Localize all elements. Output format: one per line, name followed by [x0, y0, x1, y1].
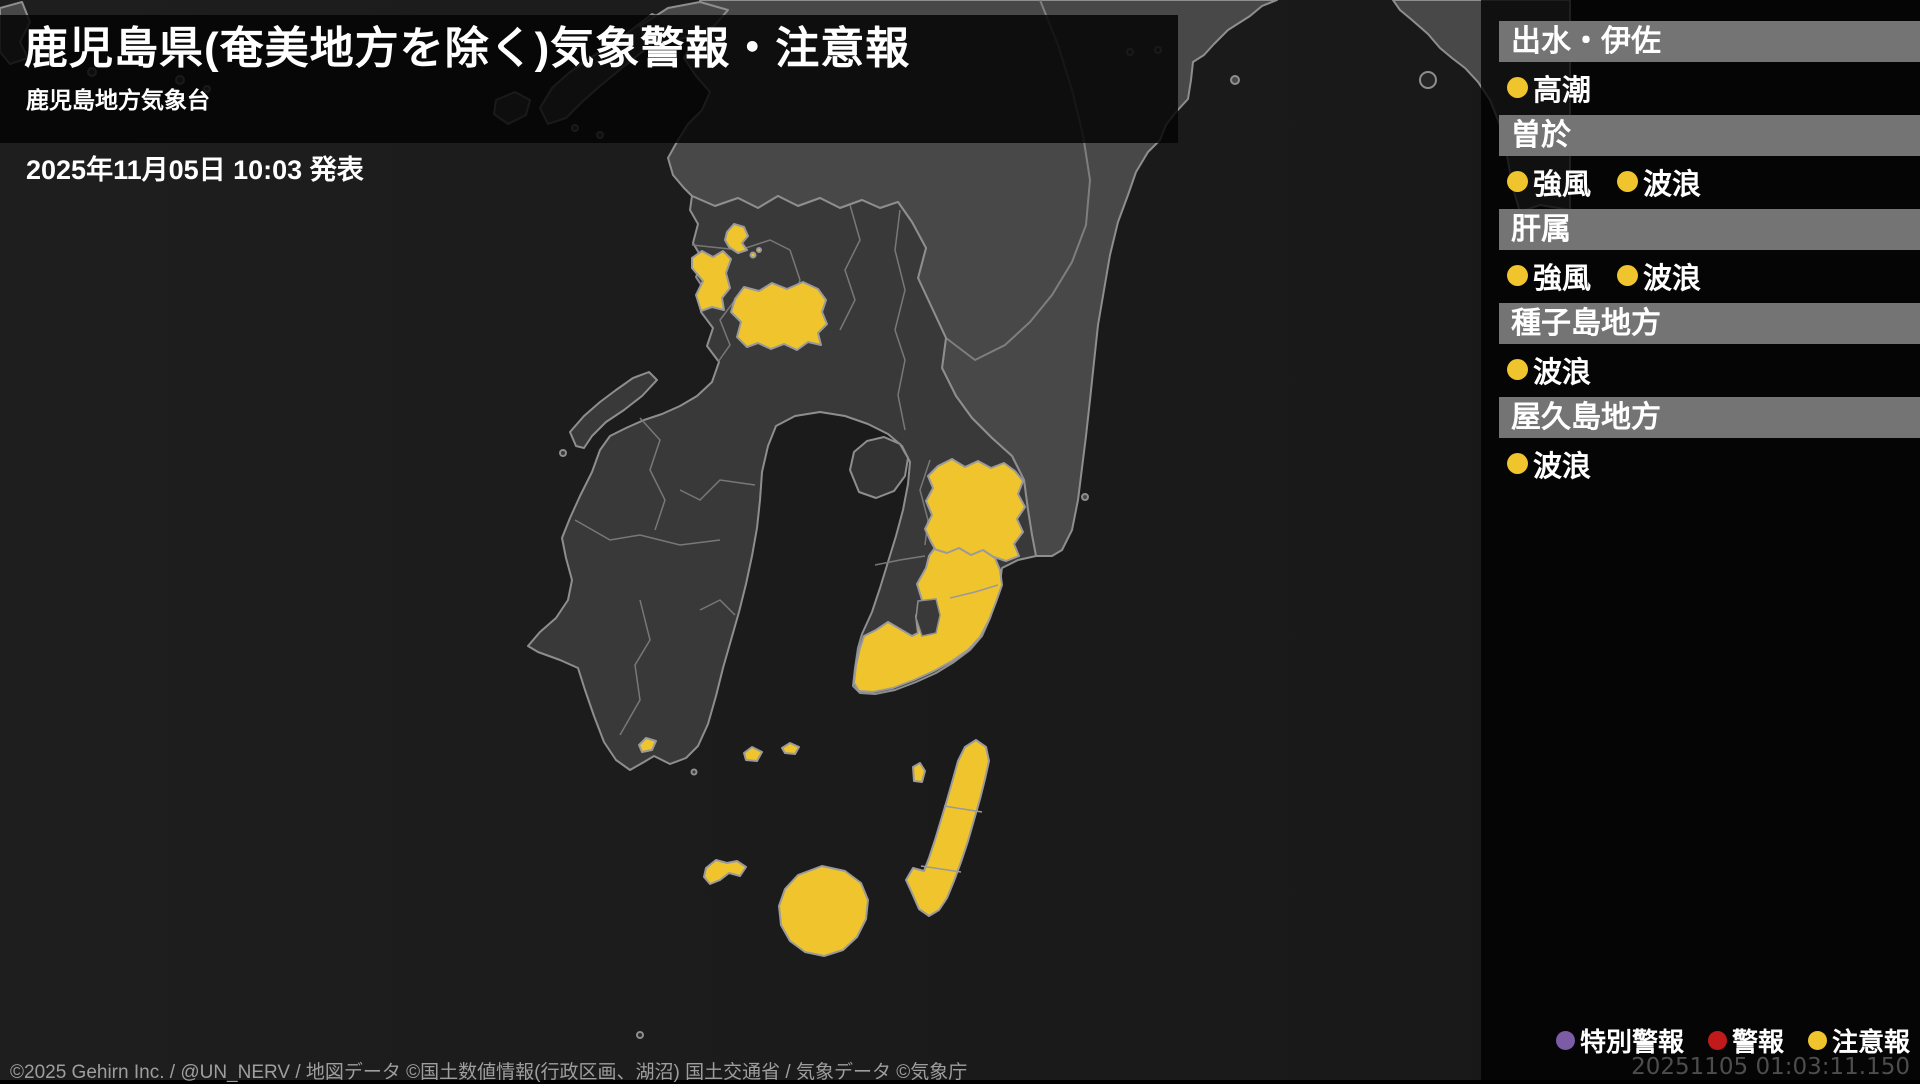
region-header: 出水・伊佐: [1499, 21, 1920, 62]
advisory-region-yakushima: [778, 865, 869, 957]
legend-label: 注意報: [1831, 1027, 1910, 1057]
advisory-icon: [1807, 1031, 1827, 1050]
advisory-level-icon: [1617, 265, 1639, 286]
legend-item-warning: 警報: [1707, 1022, 1784, 1059]
sidebar-section-kimotsuki: 肝属 強風 波浪: [1481, 209, 1920, 295]
advisory-level-icon: [1507, 359, 1528, 380]
kagoshima-prefecture: [527, 195, 1037, 1039]
advisory-region-kuchinoerabu: [703, 859, 747, 885]
advisory-label: 強風: [1533, 168, 1592, 201]
alert-level-legend: 特別警報 警報 注意報: [1555, 1022, 1910, 1059]
advisory-item: 波浪: [1507, 443, 1591, 485]
legend-item-advisory: 注意報: [1807, 1022, 1910, 1059]
sidebar-section-tanegashima: 種子島地方 波浪: [1481, 303, 1920, 389]
region-header: 種子島地方: [1499, 303, 1920, 344]
advisory-level-icon: [1507, 453, 1528, 474]
advisory-level-icon: [1507, 77, 1528, 98]
legend-label: 警報: [1731, 1027, 1784, 1057]
advisory-item: 波浪: [1617, 161, 1701, 203]
advisory-level-icon: [1617, 171, 1639, 192]
advisory-region-soo: [924, 458, 1026, 563]
legend-label: 特別警報: [1579, 1027, 1684, 1057]
sakurajima-island: [849, 436, 909, 499]
legend-item-special-warning: 特別警報: [1555, 1022, 1684, 1059]
warning-sidebar: 出水・伊佐 高潮 曽於 強風 波浪: [1481, 0, 1920, 1080]
agency-name: 鹿児島地方気象台: [26, 87, 210, 113]
koshikijima-islands: [569, 371, 658, 449]
sidebar-section-soo: 曽於 強風 波浪: [1481, 115, 1920, 201]
advisory-item: 波浪: [1617, 255, 1701, 297]
advisory-region-iojima: [743, 746, 763, 762]
advisory-row: 波浪: [1507, 447, 1920, 483]
advisory-region-kuroshima: [781, 742, 800, 755]
advisory-item: 高潮: [1507, 67, 1591, 109]
advisory-label: 波浪: [1533, 356, 1592, 389]
advisory-label: 高潮: [1533, 74, 1592, 107]
page-title: 鹿児島県(奄美地方を除く)気象警報・注意報: [24, 24, 911, 73]
advisory-region-isa: [730, 281, 828, 351]
title-band: 鹿児島県(奄美地方を除く)気象警報・注意報 鹿児島地方気象台: [0, 15, 1178, 143]
region-header: 肝属: [1499, 209, 1920, 250]
advisory-item: 波浪: [1507, 349, 1591, 391]
region-header: 屋久島地方: [1499, 397, 1920, 438]
advisory-level-icon: [1507, 265, 1528, 286]
kagoshima-mainland: [527, 195, 1037, 771]
issued-datetime: 2025年11月05日 10:03 発表: [26, 155, 364, 185]
advisory-level-icon: [1507, 171, 1528, 192]
advisory-row: 強風 波浪: [1507, 165, 1920, 201]
advisory-row: 強風 波浪: [1507, 259, 1920, 295]
advisory-region-izumi: [691, 250, 732, 312]
advisory-inner-borders: [920, 584, 999, 873]
region-header: 曽於: [1499, 115, 1920, 156]
sidebar-section-izumi-isa: 出水・伊佐 高潮: [1481, 21, 1920, 107]
advisory-region-nagashima: [724, 223, 749, 254]
non-advisory-notch: [915, 598, 941, 637]
advisory-row: 波浪: [1507, 353, 1920, 389]
advisory-item: 強風: [1507, 255, 1591, 297]
render-timestamp: 20251105 01:03:11.150: [1631, 1054, 1910, 1080]
advisory-label: 波浪: [1533, 450, 1592, 483]
sidebar-section-yakushima: 屋久島地方 波浪: [1481, 397, 1920, 483]
advisory-region-takeshima: [638, 737, 657, 753]
advisory-region-mageshima: [912, 762, 926, 783]
advisory-label: 波浪: [1643, 168, 1702, 201]
advisory-region-tanegashima: [905, 739, 990, 917]
warning-icon: [1707, 1031, 1727, 1050]
advisory-label: 波浪: [1643, 262, 1702, 295]
copyright-notice: ©2025 Gehirn Inc. / @UN_NERV / 地図データ ©国土…: [10, 1062, 968, 1083]
special-warning-icon: [1555, 1031, 1575, 1050]
municipal-borders: [574, 204, 931, 736]
advisory-label: 強風: [1533, 262, 1592, 295]
advisory-item: 強風: [1507, 161, 1591, 203]
advisory-row: 高潮: [1507, 71, 1920, 107]
